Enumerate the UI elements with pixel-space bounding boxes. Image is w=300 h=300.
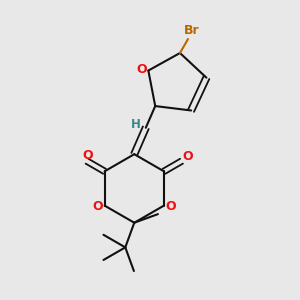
- Text: H: H: [131, 118, 141, 131]
- Text: O: O: [137, 63, 147, 76]
- Text: Br: Br: [184, 24, 199, 37]
- Text: O: O: [92, 200, 103, 213]
- Text: O: O: [182, 151, 193, 164]
- Text: O: O: [82, 149, 93, 162]
- Text: O: O: [166, 200, 176, 213]
